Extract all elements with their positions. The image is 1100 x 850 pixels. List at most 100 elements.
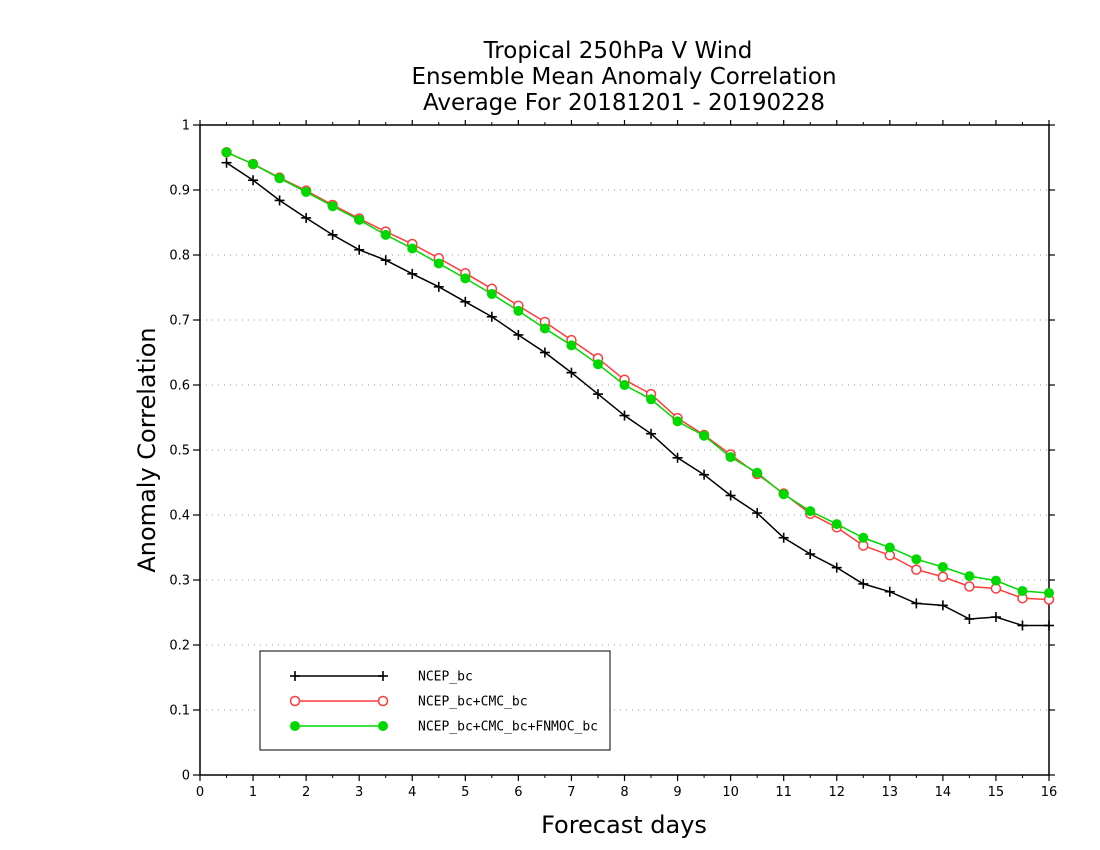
x-tick-label: 4 [408,785,416,800]
data-point-s2 [911,564,922,575]
data-point-s3 [805,506,816,517]
x-axis: 0 1 2 3 4 5 6 7 8 9 10 11 12 13 14 15 16 [196,120,1057,800]
x-tick-label: 3 [355,785,363,800]
x-tick-label: 8 [620,785,628,800]
x-tick-label: 1 [249,785,257,800]
series-line-2 [226,151,1050,601]
data-point-s3 [646,394,657,405]
x-tick-label: 10 [722,785,739,800]
legend-marker-end-2 [377,695,389,707]
y-tick-label: 0.5 [169,444,190,459]
gridlines [200,189,1049,711]
data-point-s1 [778,532,789,543]
data-point-s3 [486,289,497,299]
data-point-s1 [566,367,577,378]
data-point-s3 [354,214,365,225]
y-tick-label: 1 [182,119,190,134]
legend-marker-start-1 [290,671,300,681]
chart-title-line-2: Ensemble Mean Anomaly Correlation [411,64,836,90]
data-point-s1 [407,268,418,279]
y-tick-label: 0.4 [169,509,190,524]
data-point-s1 [964,614,975,624]
x-tick-label: 2 [302,785,310,800]
y-tick-label: 0.8 [169,249,190,264]
data-point-s1 [1044,620,1054,631]
x-tick-label: 13 [882,785,899,800]
legend-marker-start-2 [289,695,301,707]
data-point-s3 [672,416,683,427]
x-tick-label: 0 [196,785,204,800]
data-point-s1 [858,578,869,589]
x-tick-label: 12 [828,785,845,800]
legend-label-3: NCEP_bc+CMC_bc+FNMOC_bc [418,720,598,735]
data-point-s1 [539,347,550,358]
y-tick-label: 0 [182,769,190,784]
data-point-s1 [1017,620,1028,631]
data-point-s1 [486,311,497,322]
x-tick-label: 7 [567,785,575,800]
data-point-s1 [672,452,683,463]
data-point-s1 [327,229,338,240]
series-line-1 [226,162,1049,627]
data-point-s3 [513,305,524,316]
data-point-s3 [274,173,285,184]
x-tick-label: 14 [935,785,952,800]
y-tick-label: 0.2 [169,639,190,654]
legend-items: NCEP_bc NCEP_bc+CMC_bc NCEP_bc+CMC_bc+FNMO… [289,670,598,735]
data-point-s1 [221,157,232,168]
data-point-s1 [354,244,365,255]
chart-title-line-3: Average For 20181201 - 20190228 [423,90,825,116]
series-1 [221,157,1054,631]
data-point-s3 [778,489,789,500]
x-tick-label: 5 [461,785,469,800]
data-point-s1 [592,389,603,400]
chart-title-line-1: Tropical 250hPa V Wind [483,38,753,64]
data-point-s3 [221,147,232,158]
data-point-s1 [619,410,630,421]
y-tick-label: 0.7 [169,314,190,329]
data-point-s1 [380,255,391,266]
legend-marker-end-1 [378,671,388,681]
series-2 [221,147,1055,605]
data-point-s3 [884,542,895,553]
data-point-s2 [964,581,975,592]
data-point-s3 [566,340,577,351]
data-point-s1 [513,329,524,340]
x-tick-label: 6 [514,785,522,800]
data-point-s3 [539,323,550,334]
data-point-s3 [619,380,630,390]
data-point-s3 [1017,586,1028,597]
x-axis-label: Forecast days [541,811,707,839]
data-point-s1 [990,612,1001,623]
data-point-s3 [592,359,603,370]
series-3 [221,147,1054,598]
y-tick-label: 0.1 [169,704,190,719]
data-point-s1 [937,600,948,611]
legend-marker-end-3 [378,721,388,731]
series-layer [221,147,1055,631]
chart-title: Tropical 250hPa V Wind Ensemble Mean Ano… [411,38,836,116]
data-point-s3 [433,258,444,269]
data-point-s1 [433,281,444,292]
data-point-s1 [805,549,816,559]
data-point-s1 [911,598,922,609]
x-tick-label: 9 [673,785,681,800]
data-point-s3 [831,519,842,530]
series-line-3 [226,151,1050,594]
data-point-s1 [831,562,842,573]
y-tick-label: 0.6 [169,379,190,394]
y-tick-label: 0.9 [169,184,190,199]
data-point-s3 [990,575,1001,586]
data-point-s1 [301,212,312,223]
data-point-s1 [752,508,763,519]
data-point-s3 [380,229,391,240]
data-point-s3 [858,532,869,543]
y-axis: 0 0.1 0.2 0.3 0.4 0.5 0.6 0.7 0.8 0.9 1 [169,119,1055,784]
data-point-s1 [248,175,259,186]
data-point-s3 [248,159,259,169]
data-point-s3 [407,243,418,254]
legend-label-1: NCEP_bc [418,670,473,685]
y-axis-label: Anomaly Correlation [133,327,161,572]
data-point-s3 [911,554,922,565]
